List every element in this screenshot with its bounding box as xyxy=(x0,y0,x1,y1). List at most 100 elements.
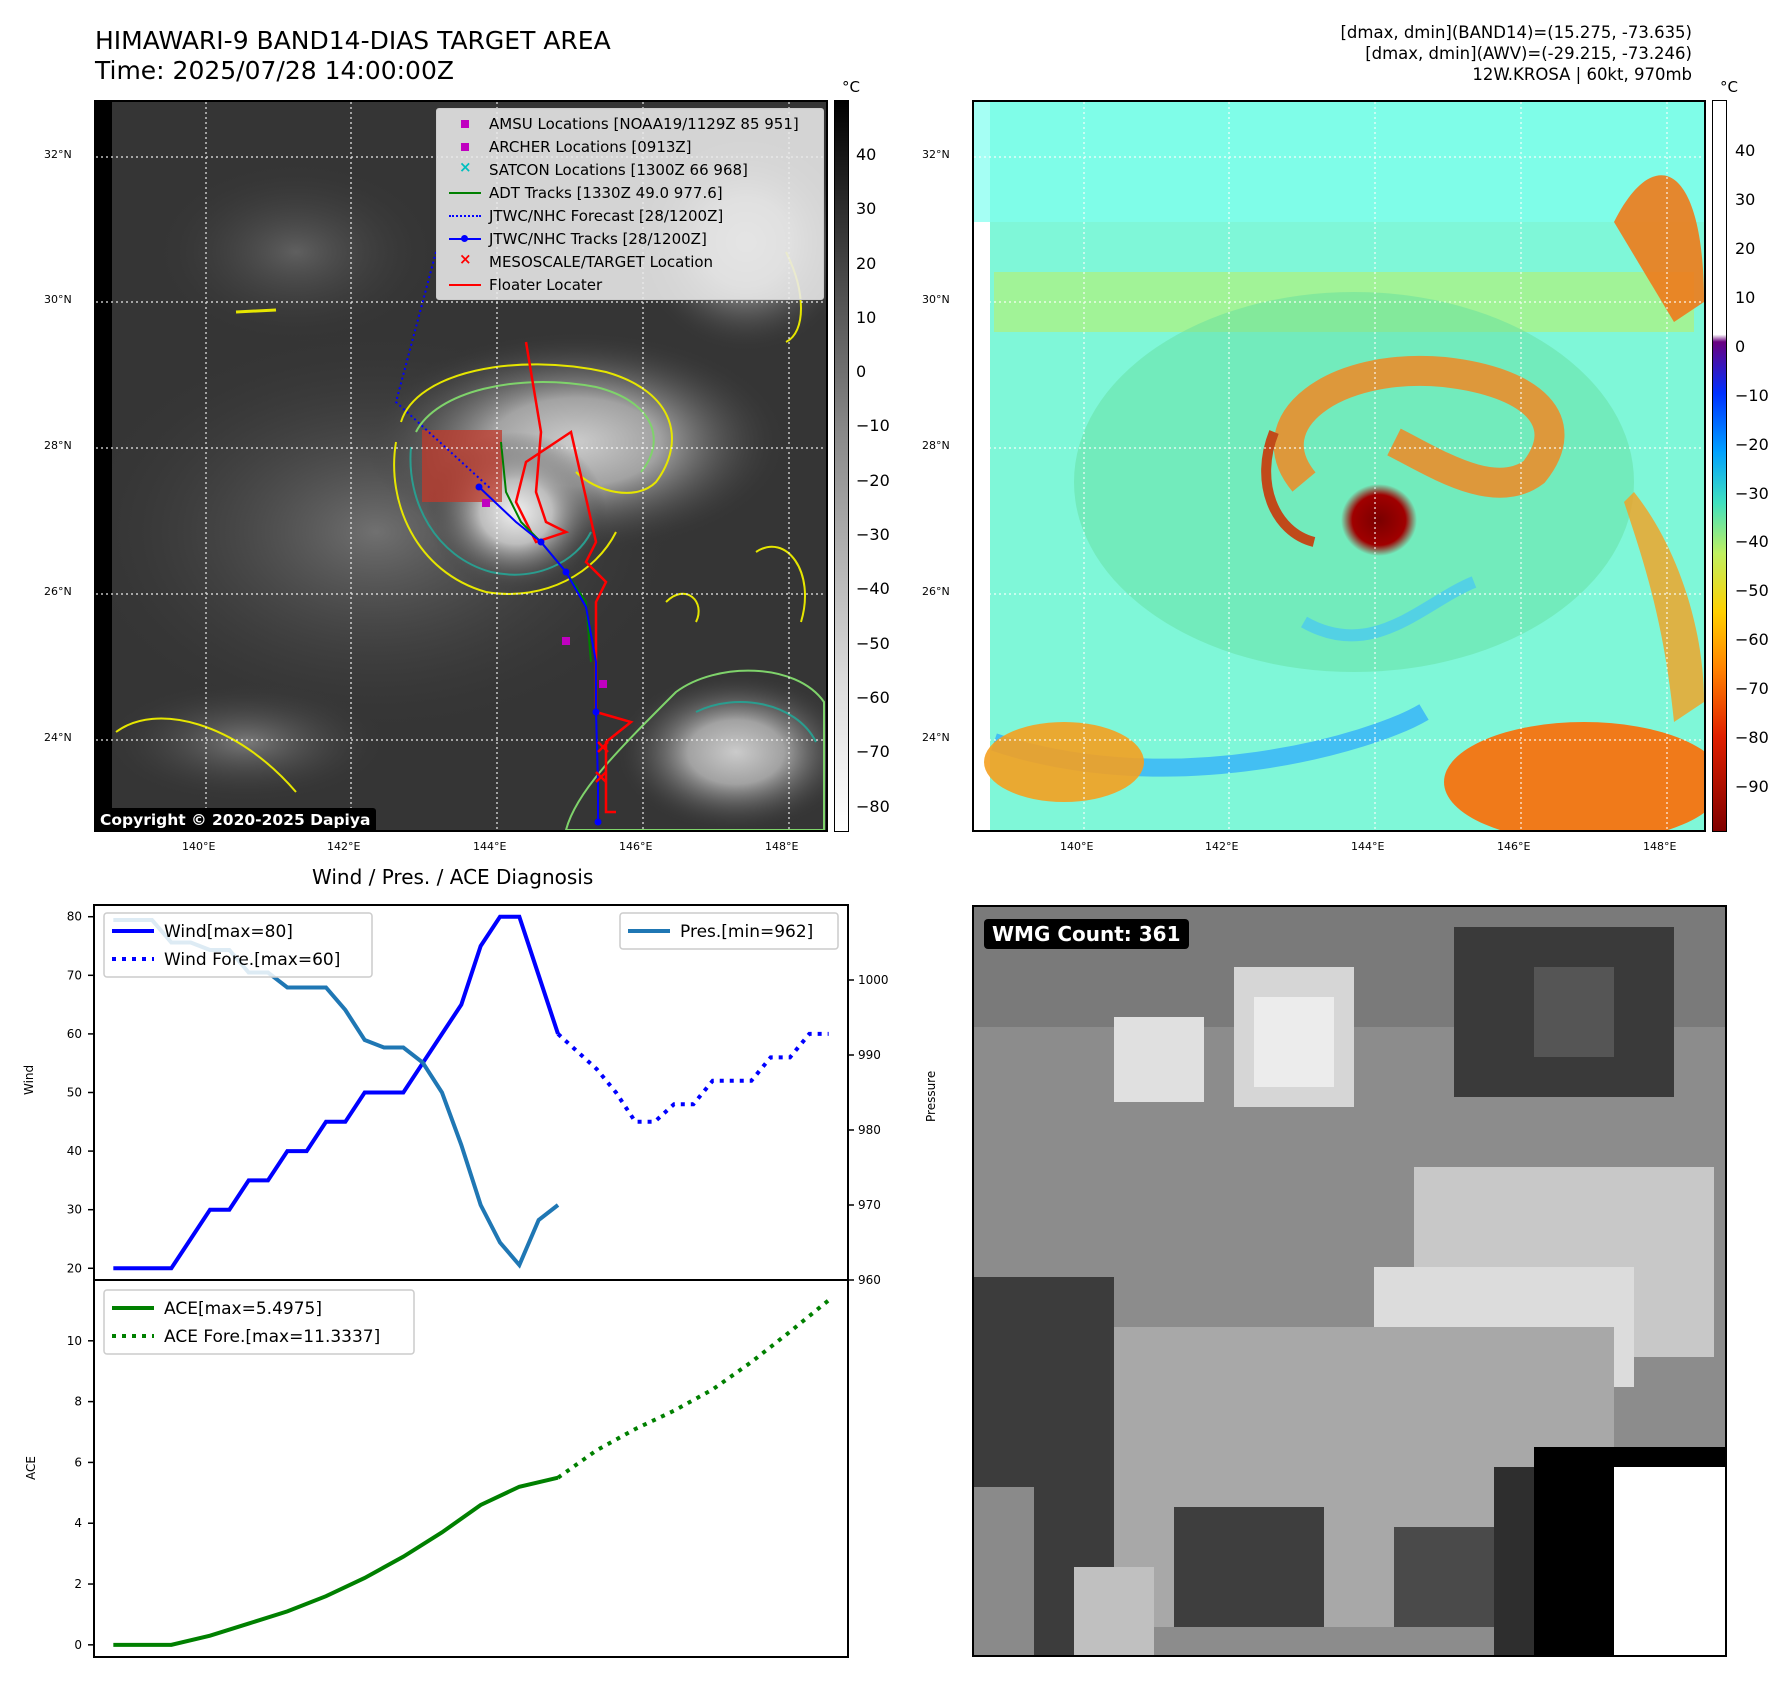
wmg-image: WMG Count: 361 xyxy=(972,905,1727,1657)
wind-tick-label: 40 xyxy=(67,1144,82,1158)
lat-label: 30°N xyxy=(44,293,72,306)
legend-entry: JTWC/NHC Tracks [28/1200Z] xyxy=(437,228,823,250)
legend-swatch: × xyxy=(459,158,472,176)
lat-label: 24°N xyxy=(922,731,950,744)
colorbar-tick-label: 0 xyxy=(856,362,867,382)
lat-label: 32°N xyxy=(44,148,72,161)
legend-label: Floater Locater xyxy=(489,276,603,294)
colorbar-tick-label: −70 xyxy=(856,742,890,762)
wind-tick-label: 20 xyxy=(67,1261,82,1275)
wmg-count-badge: WMG Count: 361 xyxy=(984,919,1189,949)
legend-label: JTWC/NHC Tracks [28/1200Z] xyxy=(489,230,707,248)
colorbar-tick-label: −60 xyxy=(1735,630,1769,650)
wind-series-line xyxy=(113,914,560,1271)
legend-swatch xyxy=(447,116,483,132)
lon-label: 140°E xyxy=(182,840,216,853)
lon-label: 142°E xyxy=(1205,840,1239,853)
lat-label: 24°N xyxy=(44,731,72,744)
colorbar-tick-label: −20 xyxy=(1735,434,1769,454)
colorbar-tick-label: 30 xyxy=(1735,190,1756,210)
lon-label: 144°E xyxy=(1351,840,1385,853)
title-line-2: Time: 2025/07/28 14:00:00Z xyxy=(95,56,454,85)
legend-label: ARCHER Locations [0913Z] xyxy=(489,138,692,156)
wind-tick-label: 70 xyxy=(67,968,82,982)
info-line-2: [dmax, dmin](AWV)=(-29.215, -73.246) xyxy=(1365,44,1692,63)
legend-entry: JTWC/NHC Forecast [28/1200Z] xyxy=(437,205,823,227)
legend-label: ADT Tracks [1330Z 49.0 977.6] xyxy=(489,184,723,202)
wmg-image-svg xyxy=(974,907,1725,1655)
lat-label: 32°N xyxy=(922,148,950,161)
legend-entry: × SATCON Locations [1300Z 66 968] xyxy=(437,158,823,181)
lon-label: 146°E xyxy=(1497,840,1531,853)
wind-legend: Wind[max=80] Wind Fore.[max=60] xyxy=(103,912,373,978)
lon-label: 148°E xyxy=(765,840,799,853)
ace-tick-label: 8 xyxy=(74,1395,82,1409)
colorbar-tick-label: 10 xyxy=(856,307,877,327)
ace-tick-label: 0 xyxy=(74,1638,82,1652)
legend-text: Pres.[min=962] xyxy=(680,922,813,942)
legend-swatch xyxy=(447,139,483,155)
pressure-tick-label: 970 xyxy=(858,1198,881,1212)
legend-swatch xyxy=(447,185,483,201)
legend-text: Wind Fore.[max=60] xyxy=(164,950,340,970)
ace-tick-label: 2 xyxy=(74,1577,82,1591)
lon-label: 142°E xyxy=(327,840,361,853)
legend-swatch xyxy=(447,208,483,224)
colorbar-tick-label: 40 xyxy=(1735,141,1756,161)
wind-tick-label: 30 xyxy=(67,1203,82,1217)
ace-tick-label: 4 xyxy=(74,1516,82,1530)
colorbar-tick-label: 10 xyxy=(1735,287,1756,307)
copyright-label: Copyright © 2020-2025 Dapiya xyxy=(96,808,377,830)
wind-tick-label: 50 xyxy=(67,1086,82,1100)
colorbar-tick-label: −30 xyxy=(1735,483,1769,503)
legend-swatch: × xyxy=(459,250,472,268)
lat-label: 28°N xyxy=(922,439,950,452)
legend-entry: ARCHER Locations [0913Z] xyxy=(437,136,823,158)
awv-map-svg xyxy=(974,102,1704,830)
colorbar-tick-label: −20 xyxy=(856,470,890,490)
wind-tick-label: 60 xyxy=(67,1027,82,1041)
legend-swatch xyxy=(447,277,483,293)
legend-label: AMSU Locations [NOAA19/1129Z 85 951] xyxy=(489,115,799,133)
wind-forecast-series-line xyxy=(556,1031,829,1124)
legend-text: ACE Fore.[max=11.3337] xyxy=(164,1327,380,1347)
wind-tick-label: 80 xyxy=(67,910,82,924)
lat-label: 28°N xyxy=(44,439,72,452)
colorbar-tick-label: −40 xyxy=(1735,532,1769,552)
lon-label: 144°E xyxy=(473,840,507,853)
colorbar-tick-label: −70 xyxy=(1735,679,1769,699)
colorbar-tick-label: −80 xyxy=(856,796,890,816)
colorbar-tick-label: −50 xyxy=(856,633,890,653)
legend-text: Wind[max=80] xyxy=(164,922,293,942)
lon-label: 148°E xyxy=(1643,840,1677,853)
map-legend: AMSU Locations [NOAA19/1129Z 85 951] ARCH… xyxy=(436,108,824,300)
lat-label: 30°N xyxy=(922,293,950,306)
gray-colorbar-unit: °C xyxy=(842,78,860,96)
legend-entry: ADT Tracks [1330Z 49.0 977.6] xyxy=(437,182,823,204)
colorbar-tick-label: −40 xyxy=(856,579,890,599)
figure-title: HIMAWARI-9 BAND14-DIAS TARGET AREA Time:… xyxy=(95,26,611,86)
colorbar-tick-label: 30 xyxy=(856,199,877,219)
legend-label: MESOSCALE/TARGET Location xyxy=(489,253,714,271)
lon-label: 140°E xyxy=(1060,840,1094,853)
colorbar-tick-label: 40 xyxy=(856,144,877,164)
colorbar-tick-label: 0 xyxy=(1735,336,1746,356)
colorbar-tick-label: −10 xyxy=(856,416,890,436)
lon-label: 146°E xyxy=(619,840,653,853)
ace-legend: ACE[max=5.4975] ACE Fore.[max=11.3337] xyxy=(103,1289,415,1355)
grayscale-colorbar xyxy=(834,100,849,832)
lat-label: 26°N xyxy=(44,585,72,598)
colorbar-tick-label: −60 xyxy=(856,688,890,708)
pressure-tick-label: 990 xyxy=(858,1048,881,1062)
colorbar-tick-label: 20 xyxy=(856,253,877,273)
pressure-tick-label: 980 xyxy=(858,1123,881,1137)
info-line-3: 12W.KROSA | 60kt, 970mb xyxy=(1472,65,1692,84)
legend-text: ACE[max=5.4975] xyxy=(164,1299,322,1319)
legend-entry: Floater Locater xyxy=(437,274,823,296)
colorbar-tick-label: −90 xyxy=(1735,776,1769,796)
legend-label: SATCON Locations [1300Z 66 968] xyxy=(489,161,748,179)
ace-tick-label: 6 xyxy=(74,1455,82,1469)
color-colorbar xyxy=(1712,100,1727,832)
colorbar-tick-label: 20 xyxy=(1735,239,1756,259)
